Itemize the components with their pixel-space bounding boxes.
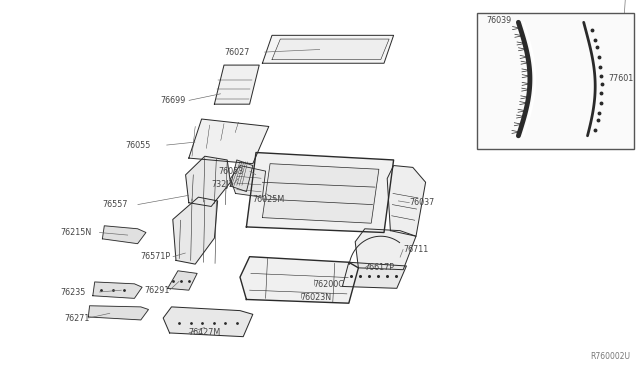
Text: 76617P: 76617P [365,263,395,272]
Polygon shape [168,271,197,290]
Text: 76200C: 76200C [314,280,344,289]
Polygon shape [355,229,416,270]
Bar [477,13,634,149]
Polygon shape [240,257,358,303]
Text: 76215N: 76215N [61,228,92,237]
Polygon shape [173,197,218,264]
Polygon shape [230,166,266,197]
Text: 76025M: 76025M [253,195,285,203]
Text: 76571P: 76571P [141,252,171,261]
Text: R760002U: R760002U [590,352,630,361]
Text: 76055: 76055 [125,141,150,150]
Text: 76023N: 76023N [301,293,332,302]
Text: 76053: 76053 [218,167,243,176]
Text: 76699: 76699 [160,96,186,105]
Text: 76027: 76027 [224,48,250,57]
Polygon shape [230,160,253,192]
Polygon shape [272,39,389,60]
Polygon shape [163,307,253,337]
Polygon shape [262,164,379,223]
Text: 76427M: 76427M [189,328,221,337]
Polygon shape [214,65,259,104]
Polygon shape [189,119,269,164]
Text: 76037: 76037 [410,198,435,207]
Polygon shape [186,156,230,206]
Polygon shape [88,306,148,320]
Text: 76557: 76557 [102,200,128,209]
Polygon shape [246,153,394,232]
Text: 76039: 76039 [486,16,511,25]
Polygon shape [262,35,394,63]
Text: 732J1: 732J1 [211,180,234,189]
Text: 76235: 76235 [61,288,86,296]
Polygon shape [387,166,426,236]
Text: 76711: 76711 [403,245,428,254]
Polygon shape [342,262,406,288]
Polygon shape [102,226,146,244]
Text: 77601: 77601 [609,74,634,83]
Text: 76271: 76271 [64,314,90,323]
Polygon shape [93,282,142,298]
Text: 76291: 76291 [144,286,170,295]
